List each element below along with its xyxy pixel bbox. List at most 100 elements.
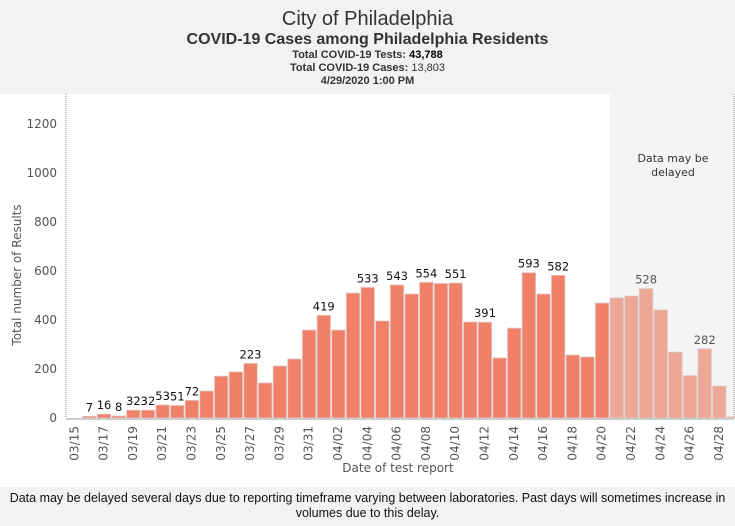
bar-value-label: 282 — [694, 333, 716, 347]
bar-value-label: 72 — [185, 384, 200, 398]
bar-03/18 — [111, 415, 126, 419]
bar-03/21 — [155, 404, 170, 419]
x-axis-label: Date of test report — [342, 461, 454, 475]
y-tick-label: 200 — [34, 362, 57, 376]
x-tick-label: 04/12 — [478, 426, 492, 461]
x-tick-label: 04/04 — [360, 426, 374, 461]
x-tick-label: 03/25 — [214, 426, 228, 461]
bar-04/21 — [609, 297, 624, 419]
bar-03/25 — [214, 375, 229, 419]
total-cases-label: Total COVID-19 Cases: — [289, 62, 412, 74]
x-tick-label: 04/22 — [624, 426, 638, 461]
x-tick-label: 03/21 — [155, 426, 169, 461]
bar-04/10 — [448, 282, 463, 419]
bar-04/22 — [624, 295, 639, 419]
chart-subtitle: COVID-19 Cases among Philadelphia Reside… — [186, 31, 549, 48]
bar-04/11 — [463, 321, 478, 419]
bar-value-label: 419 — [313, 299, 335, 313]
bar-04/29 — [726, 416, 735, 419]
bar-04/01 — [316, 314, 331, 419]
delayed-annotation-line2: delayed — [651, 166, 695, 179]
bar-04/28 — [712, 385, 727, 419]
y-tick-label: 800 — [34, 215, 57, 229]
x-ticks: 03/15 03/17 03/19 03/21 03/23 03/25 03/27 03/29… — [67, 426, 726, 461]
bar-04/27 — [697, 348, 712, 419]
bar-value-label: 533 — [357, 271, 379, 285]
delayed-annotation: Data may be — [638, 152, 709, 165]
y-tick-label: 1200 — [26, 117, 57, 131]
bar-04/04 — [360, 287, 375, 419]
y-axis-label: Total number of Results — [10, 204, 24, 346]
y-ticks: 0 200 400 600 800 1000 1200 — [26, 117, 57, 425]
bar-value-label: 53 — [155, 389, 170, 403]
x-tick-label: 04/24 — [653, 426, 667, 461]
bar-04/03 — [345, 292, 361, 419]
bar-03/16 — [82, 415, 97, 419]
timestamp: 4/29/2020 1:00 PM — [320, 75, 415, 87]
chart-header: City of Philadelphia COVID-19 Cases amon… — [0, 0, 735, 94]
x-tick-label: 04/02 — [331, 426, 345, 461]
bar-03/28 — [258, 382, 273, 419]
x-tick-label: 04/28 — [712, 426, 726, 461]
bar-03/30 — [287, 358, 302, 419]
bar-03/17 — [96, 413, 112, 419]
bar-04/18 — [565, 354, 580, 419]
bar-04/09 — [433, 283, 449, 419]
bar-04/17 — [551, 275, 566, 419]
bar-04/16 — [536, 293, 551, 419]
x-tick-label: 03/17 — [97, 426, 111, 461]
bar-value-label: 551 — [445, 267, 467, 281]
bar-04/02 — [331, 329, 346, 419]
bar-value-label: 593 — [518, 257, 540, 271]
bar-04/26 — [682, 375, 698, 419]
x-tick-label: 03/19 — [126, 426, 140, 461]
page-title: City of Philadelphia — [281, 8, 454, 30]
bar-03/31 — [301, 329, 317, 419]
bar-04/20 — [595, 302, 610, 419]
bar-value-label: 32 — [126, 394, 141, 408]
total-tests: Total COVID-19 Tests: 43,788 — [0, 49, 735, 62]
bar-03/19 — [126, 409, 141, 419]
bar-04/24 — [653, 309, 668, 419]
x-tick-label: 03/15 — [67, 426, 81, 461]
x-tick-label: 04/10 — [448, 426, 462, 461]
total-cases: Total COVID-19 Cases: 13,803 — [0, 62, 735, 75]
bar-04/05 — [375, 320, 390, 419]
bar-04/07 — [404, 293, 419, 419]
y-tick-label: 400 — [34, 313, 57, 327]
bar-04/08 — [419, 281, 434, 419]
bar-value-label: 8 — [115, 400, 122, 414]
total-tests-value: 43,788 — [409, 49, 443, 61]
bar-value-label: 543 — [386, 269, 408, 283]
bar-value-label: 582 — [547, 259, 569, 273]
x-tick-label: 03/27 — [243, 426, 257, 461]
bar-04/15 — [521, 272, 537, 419]
x-tick-label: 03/23 — [185, 426, 199, 461]
y-tick-label: 600 — [34, 264, 57, 278]
x-tick-label: 04/20 — [595, 426, 609, 461]
bar-03/27 — [243, 362, 258, 419]
x-tick-label: 04/26 — [683, 426, 697, 461]
x-tick-label: 04/06 — [390, 426, 404, 461]
bar-value-label: 391 — [474, 306, 496, 320]
total-cases-value: 13,803 — [411, 62, 446, 74]
x-tick-label: 03/31 — [302, 426, 316, 461]
bar-03/24 — [199, 390, 214, 419]
bar-value-label: 32 — [141, 394, 156, 408]
bar-value-label: 51 — [170, 390, 185, 404]
y-tick-label: 1000 — [26, 166, 57, 180]
bar-value-label: 16 — [97, 398, 112, 412]
bar-04/13 — [492, 357, 507, 419]
x-tick-label: 04/08 — [419, 426, 433, 461]
bar-04/14 — [507, 327, 522, 419]
x-tick-label: 04/14 — [507, 426, 521, 461]
x-tick-label: 04/16 — [536, 426, 550, 461]
x-tick-label: 04/18 — [565, 426, 579, 461]
bar-04/12 — [477, 321, 493, 419]
bar-04/23 — [638, 288, 654, 419]
bars — [82, 272, 735, 419]
bar-value-label: 223 — [240, 347, 262, 361]
bar-value-label: 554 — [415, 266, 437, 280]
